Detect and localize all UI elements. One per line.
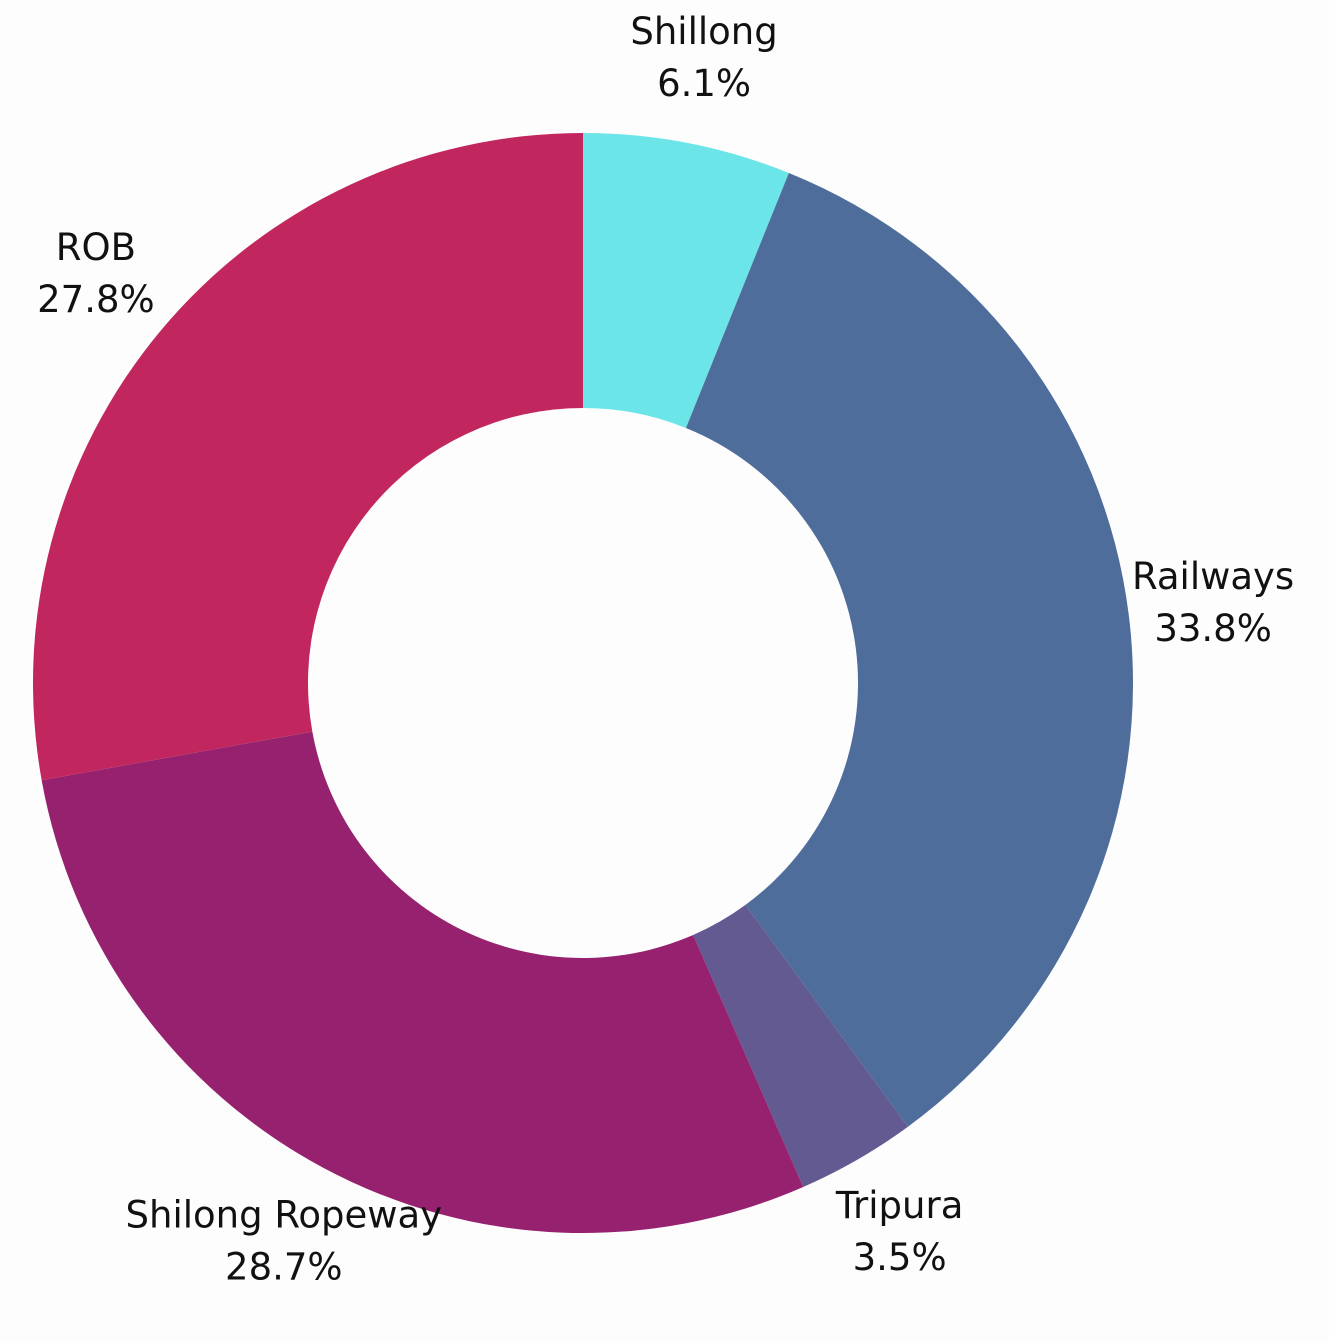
slice-value-label: 28.7% [225,1246,343,1289]
slice-label: Shillong [630,10,777,53]
donut-slice [583,133,789,428]
slice-value-label: 3.5% [853,1236,947,1279]
slice-label: Tripura [835,1184,963,1227]
slice-label: Shilong Ropeway [126,1194,443,1237]
donut-slice [33,133,583,781]
slice-label: Railways [1132,555,1294,598]
slice-value-label: 33.8% [1154,607,1272,650]
donut-slice [41,731,804,1233]
donut-slice [685,172,1134,1127]
slice-value-label: 6.1% [657,62,751,105]
donut-slice [693,904,908,1187]
slice-value-label: 27.8% [37,278,155,321]
slice-label: ROB [56,226,136,269]
